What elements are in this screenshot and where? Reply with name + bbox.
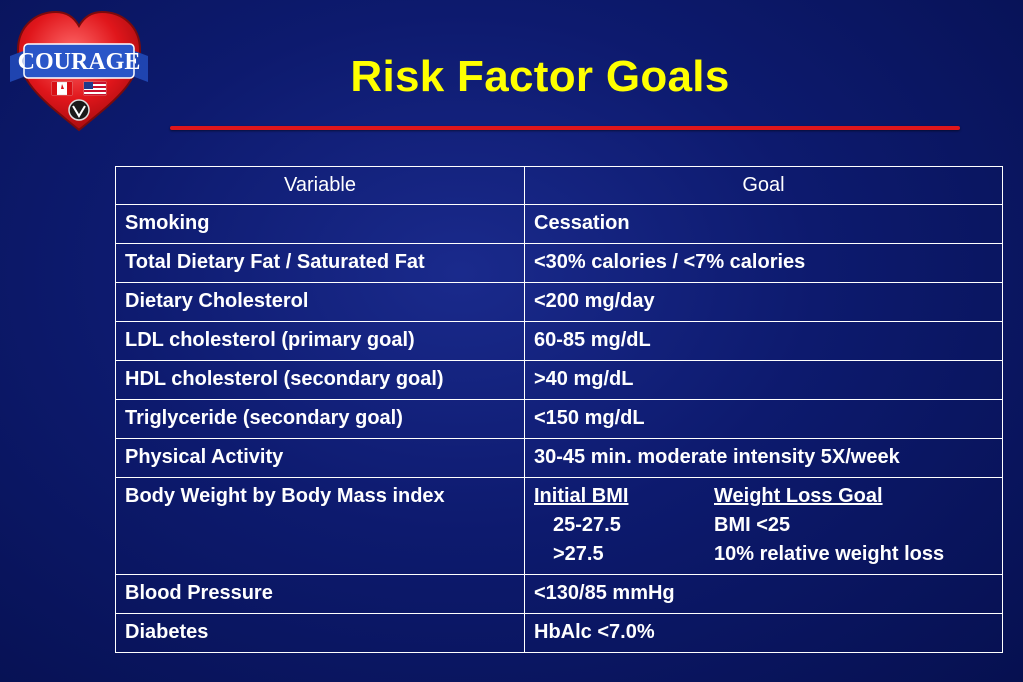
cell-goal: >40 mg/dL: [524, 360, 1003, 400]
slide-title: Risk Factor Goals: [350, 52, 730, 101]
cell-variable: Body Weight by Body Mass index: [115, 477, 525, 575]
risk-factor-table: Variable Goal Smoking Cessation Total Di…: [115, 166, 1003, 653]
cell-goal: 60-85 mg/dL: [524, 321, 1003, 361]
bmi-goal-value: 10% relative weight loss: [714, 543, 945, 565]
cell-variable: Smoking: [115, 204, 525, 244]
table-row: Blood Pressure <130/85 mmHg: [115, 574, 1003, 614]
cell-variable: Dietary Cholesterol: [115, 282, 525, 322]
cell-variable: LDL cholesterol (primary goal): [115, 321, 525, 361]
va-seal-icon: [68, 99, 90, 121]
bmi-initial-header: Initial BMI: [534, 485, 629, 507]
cell-goal: <130/85 mmHg: [524, 574, 1003, 614]
cell-goal: 30-45 min. moderate intensity 5X/week: [524, 438, 1003, 478]
bmi-subtable: Initial BMI Weight Loss Goal 25-27.5 BMI…: [534, 482, 993, 569]
table-row: Dietary Cholesterol <200 mg/day: [115, 282, 1003, 322]
table-row: Diabetes HbAlc <7.0%: [115, 613, 1003, 653]
heart-emblem: COURAGE: [10, 10, 148, 132]
cell-goal: <30% calories / <7% calories: [524, 243, 1003, 283]
table-row-bmi: Body Weight by Body Mass index Initial B…: [115, 477, 1003, 575]
courage-logo: COURAGE: [8, 6, 150, 136]
bmi-goal-header: Weight Loss Goal: [714, 485, 883, 507]
table-row: Triglyceride (secondary goal) <150 mg/dL: [115, 399, 1003, 439]
cell-variable: HDL cholesterol (secondary goal): [115, 360, 525, 400]
cell-variable: Blood Pressure: [115, 574, 525, 614]
table-row: LDL cholesterol (primary goal) 60-85 mg/…: [115, 321, 1003, 361]
cell-variable: Total Dietary Fat / Saturated Fat: [115, 243, 525, 283]
title-underline: [170, 126, 960, 130]
cell-goal: <200 mg/day: [524, 282, 1003, 322]
cell-variable: Physical Activity: [115, 438, 525, 478]
cell-goal: <150 mg/dL: [524, 399, 1003, 439]
cell-variable: Triglyceride (secondary goal): [115, 399, 525, 439]
table-row: HDL cholesterol (secondary goal) >40 mg/…: [115, 360, 1003, 400]
bmi-initial-value: >27.5: [553, 543, 604, 565]
bmi-initial-value: 25-27.5: [553, 514, 621, 536]
cell-goal: HbAlc <7.0%: [524, 613, 1003, 653]
bmi-goal-value: BMI <25: [714, 514, 791, 536]
table-row: Total Dietary Fat / Saturated Fat <30% c…: [115, 243, 1003, 283]
usa-flag-icon: [83, 81, 107, 96]
cell-goal: Cessation: [524, 204, 1003, 244]
table-row: Smoking Cessation: [115, 204, 1003, 244]
header-variable: Variable: [115, 166, 525, 205]
table-row: Physical Activity 30-45 min. moderate in…: [115, 438, 1003, 478]
cell-variable: Diabetes: [115, 613, 525, 653]
canada-flag-icon: [51, 81, 73, 96]
header-goal: Goal: [524, 166, 1003, 205]
logo-text: COURAGE: [18, 49, 141, 75]
table-header-row: Variable Goal: [115, 166, 1003, 205]
cell-goal-bmi: Initial BMI Weight Loss Goal 25-27.5 BMI…: [524, 477, 1003, 575]
